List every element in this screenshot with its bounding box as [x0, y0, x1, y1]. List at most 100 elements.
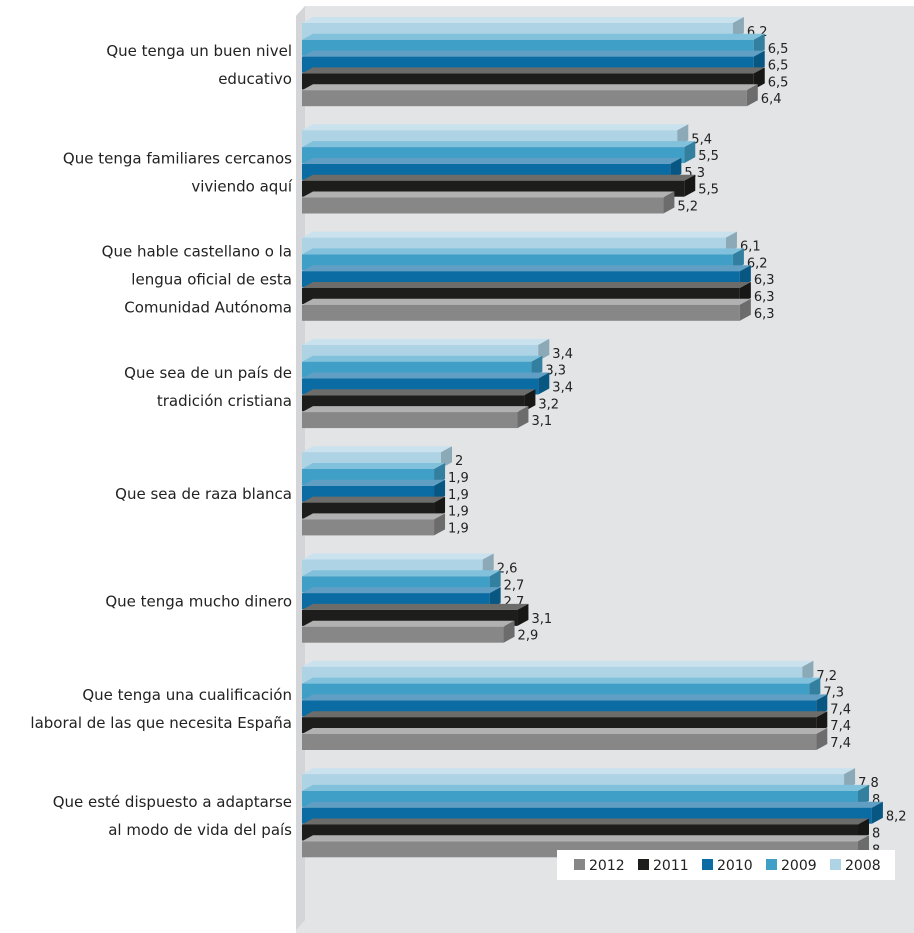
data-label: 6,5	[768, 75, 789, 90]
data-label: 3,4	[552, 347, 573, 362]
data-label: 3,1	[531, 414, 552, 429]
legend-label: 2010	[717, 858, 753, 874]
bar-top-face	[302, 191, 675, 198]
data-label: 5,5	[698, 149, 719, 164]
bar-front-face	[302, 734, 817, 750]
bar-front-face	[302, 90, 747, 107]
bar-top-face	[302, 496, 446, 503]
bar-top-face	[302, 835, 869, 842]
bar-top-face	[302, 603, 529, 610]
data-label: 7,2	[816, 669, 837, 684]
data-label: 6,2	[747, 256, 768, 271]
legend-label: 2012	[589, 858, 625, 874]
bar-side-face	[753, 50, 765, 73]
bar-top-face	[302, 372, 550, 379]
data-label: 6,3	[754, 273, 775, 288]
legend-label: 2009	[781, 858, 817, 874]
bar-top-face	[302, 389, 536, 396]
category-label: educativo	[218, 70, 292, 88]
legend: 2012 2011 2010 2009 2008	[557, 850, 895, 880]
data-label: 5,4	[691, 132, 712, 147]
data-label: 6,1	[740, 240, 761, 255]
bar-top-face	[302, 620, 515, 627]
bar-top-face	[302, 338, 550, 345]
bar-side-face	[538, 338, 550, 361]
bar-side-face	[434, 479, 446, 502]
bar-top-face	[302, 570, 501, 577]
bar-side-face	[816, 728, 828, 750]
bar-side-face	[802, 660, 814, 683]
category-label: Que tenga una cualificación	[82, 686, 292, 704]
bar-top-face	[302, 818, 869, 825]
data-label: 2,9	[518, 629, 539, 644]
category-label: Que sea de un país de	[124, 364, 292, 382]
data-label: 7,4	[830, 719, 851, 734]
bar-top-face	[302, 67, 765, 74]
bar-top-face	[302, 174, 696, 181]
data-label: 6,5	[768, 59, 789, 74]
data-label: 1,9	[448, 505, 469, 520]
bar-side-face	[503, 620, 515, 643]
bar-top-face	[302, 17, 744, 23]
bar-top-face	[302, 513, 446, 520]
bar-side-face	[871, 801, 883, 824]
bar-top-face	[302, 479, 446, 486]
data-label: 2,7	[504, 578, 525, 593]
bar-top-face	[302, 298, 751, 305]
bar-top-face	[302, 694, 828, 701]
bar-side-face	[517, 603, 529, 626]
category-label: laboral de las que necesita España	[30, 714, 292, 732]
data-label: 8,2	[886, 810, 907, 825]
bar	[302, 677, 821, 700]
bar-side-face	[739, 282, 751, 304]
category-label: Que hable castellano o la	[102, 243, 292, 261]
bar-top-face	[302, 677, 821, 684]
bar-side-face	[670, 157, 682, 180]
data-label: 6,3	[754, 307, 775, 322]
bar-side-face	[844, 768, 856, 791]
category-label: viviendo aquí	[191, 177, 293, 195]
category-label: Que tenga familiares cercanos	[63, 149, 292, 167]
legend-swatch	[702, 859, 713, 870]
legend-swatch	[638, 859, 649, 870]
bar-side-face	[858, 784, 869, 807]
data-label: 8	[872, 793, 880, 808]
category-label: Que tenga un buen nivel	[106, 42, 292, 60]
data-label: 1,9	[448, 488, 469, 503]
bar-side-face	[816, 694, 828, 717]
bar-side-face	[482, 553, 494, 576]
bars: 6,26,56,56,56,45,45,55,35,55,26,16,26,36…	[302, 17, 907, 858]
bar-side-face	[732, 17, 744, 39]
bar-side-face	[858, 818, 869, 841]
category-label: tradición cristiana	[157, 392, 292, 410]
category-label: Comunidad Autónoma	[124, 299, 292, 317]
data-label: 7,4	[830, 736, 851, 751]
bar-top-face	[302, 587, 501, 594]
bar-side-face	[684, 174, 696, 197]
bar-top-face	[302, 711, 828, 718]
bar-side-face	[732, 248, 744, 271]
bar-top-face	[302, 248, 744, 255]
category-labels: Que tenga un buen nivel educativo Que teng…	[30, 42, 292, 839]
bar-side-face	[434, 463, 446, 485]
bar-side-face	[434, 513, 446, 536]
bar-top-face	[302, 50, 765, 57]
bar-side-face	[753, 67, 765, 90]
bar	[302, 728, 828, 750]
data-label: 6,5	[768, 42, 789, 57]
bar-side-face	[816, 711, 828, 734]
legend-label: 2008	[845, 858, 881, 874]
bar-side-face	[809, 677, 821, 700]
bar-front-face	[302, 519, 435, 536]
bar-side-face	[663, 191, 675, 214]
bar	[302, 620, 515, 643]
data-label: 5,2	[677, 200, 698, 215]
data-label: 3,2	[538, 397, 559, 412]
data-label: 3,3	[545, 364, 566, 379]
bar-top-face	[302, 231, 737, 238]
bar-side-face	[746, 84, 758, 107]
category-label: al modo de vida del país	[108, 821, 292, 839]
bar-side-face	[441, 446, 452, 469]
bar-top-face	[302, 660, 814, 667]
bar-top-face	[302, 446, 452, 453]
